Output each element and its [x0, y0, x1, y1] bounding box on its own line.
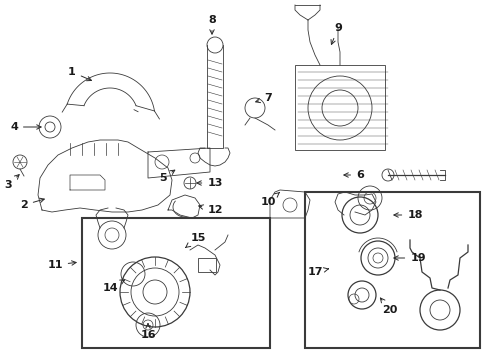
Text: 4: 4	[10, 122, 41, 132]
Text: 7: 7	[255, 93, 271, 103]
Text: 12: 12	[198, 205, 223, 215]
Text: 5: 5	[159, 170, 174, 183]
Text: 8: 8	[208, 15, 215, 34]
Bar	[305, 192, 479, 348]
Text: 20: 20	[380, 298, 397, 315]
Text: 15: 15	[185, 233, 205, 248]
Text: 2: 2	[20, 198, 44, 210]
Text: 9: 9	[330, 23, 341, 44]
Bar	[198, 258, 216, 272]
Bar	[82, 218, 269, 348]
Text: 6: 6	[343, 170, 363, 180]
Bar	[294, 65, 384, 150]
Text: 13: 13	[197, 178, 222, 188]
Text: 1: 1	[68, 67, 91, 81]
Text: 16: 16	[140, 324, 156, 340]
Text: 11: 11	[47, 260, 76, 270]
Text: 10: 10	[260, 192, 279, 207]
Text: 17: 17	[306, 267, 328, 277]
Text: 19: 19	[393, 253, 425, 263]
Text: 14: 14	[102, 280, 124, 293]
Text: 18: 18	[393, 210, 422, 220]
Text: 3: 3	[4, 175, 19, 190]
